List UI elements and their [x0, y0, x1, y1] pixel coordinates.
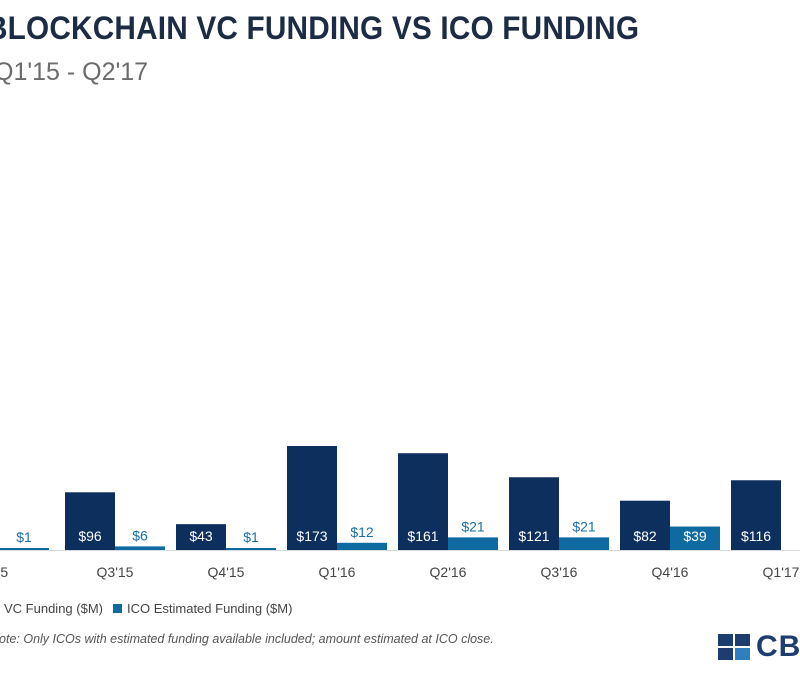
data-label-ico-2: $6: [132, 527, 148, 543]
chart-legend: VC Funding ($M) ICO Estimated Funding ($…: [0, 598, 292, 618]
data-label-vc-7: $82: [633, 528, 657, 544]
x-tick-label-3: Q4'15: [208, 564, 245, 580]
legend-item-vc: VC Funding ($M): [0, 601, 103, 616]
bar-ico-7: [670, 526, 720, 550]
bar-vc-2: [65, 492, 115, 550]
data-label-ico-7: $39: [683, 528, 707, 544]
bar-vc-6: [509, 477, 559, 550]
cb-insights-logo: CB: [718, 630, 800, 664]
data-label-ico-5: $21: [461, 518, 485, 534]
bar-ico-5: [448, 537, 498, 550]
x-tick-label-1: '15: [0, 564, 8, 580]
bar-ico-1: [0, 548, 49, 550]
legend-label-vc: VC Funding ($M): [4, 600, 103, 616]
bar-ico-2: [115, 546, 165, 550]
bar-vc-3: [176, 524, 226, 550]
x-tick-label-4: Q1'16: [319, 564, 356, 580]
x-tick-label-5: Q2'16: [430, 564, 467, 580]
bar-vc-5: [398, 453, 448, 550]
data-label-vc-4: $173: [296, 528, 327, 544]
bar-chart: $1 '15 $96 $6 Q3'15 $43 $1 Q4'15 $173 $12 Q1'16 $16…: [0, 446, 800, 580]
cb-insights-logo-icon: [718, 634, 750, 660]
x-tick-label-2: Q3'15: [97, 564, 134, 580]
chart-title: BLOCKCHAIN VC FUNDING VS ICO FUNDING: [0, 10, 640, 46]
data-label-vc-3: $43: [189, 528, 213, 544]
bar-vc-7: [620, 500, 670, 550]
data-label-ico-6: $21: [572, 518, 596, 534]
x-tick-label-8: Q1'17: [763, 564, 800, 580]
bar-ico-3: [226, 548, 276, 550]
bar-ico-6: [559, 537, 609, 550]
logo-text: CB: [756, 630, 800, 663]
x-tick-label-6: Q3'16: [541, 564, 578, 580]
bar-ico-4: [337, 542, 387, 550]
data-label-vc-2: $96: [78, 528, 102, 544]
bar-vc-4: [287, 446, 337, 550]
data-label-ico-1: $1: [16, 529, 32, 545]
legend-label-ico: ICO Estimated Funding ($M): [126, 600, 293, 616]
chart-subtitle: Q1'15 - Q2'17: [0, 58, 149, 86]
data-label-vc-8: $116: [741, 528, 771, 544]
x-tick-label-7: Q4'16: [652, 564, 689, 580]
legend-swatch-ico: [112, 603, 122, 613]
chart-footnote: Note: Only ICOs with estimated funding a…: [0, 632, 494, 646]
bar-vc-8: [731, 480, 781, 550]
data-label-vc-5: $161: [407, 528, 438, 544]
data-label-vc-6: $121: [518, 528, 549, 544]
data-label-ico-3: $1: [243, 529, 259, 545]
legend-item-ico: ICO Estimated Funding ($M): [112, 600, 293, 616]
data-label-ico-4: $12: [350, 524, 374, 540]
